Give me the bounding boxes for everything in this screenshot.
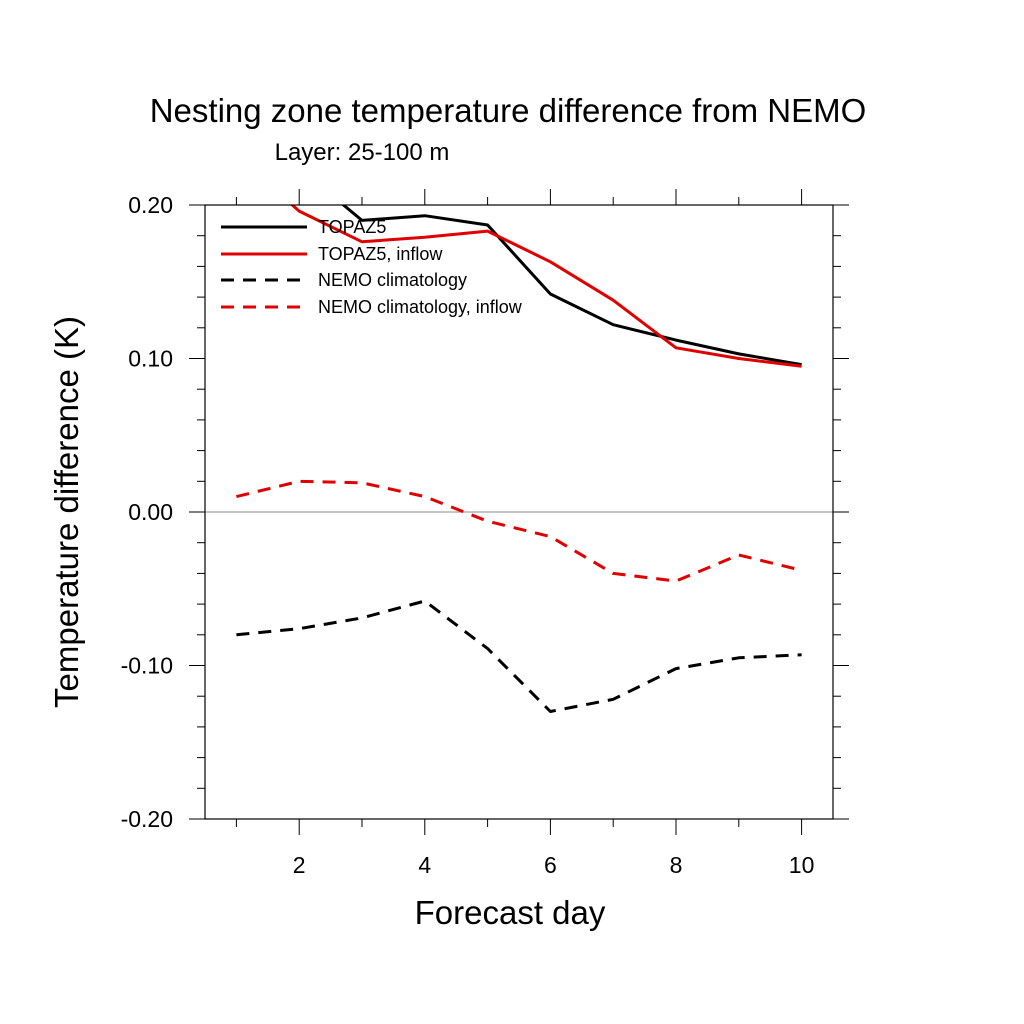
y-tick-label: 0.10 <box>128 346 173 372</box>
y-tick-label: -0.20 <box>121 806 173 832</box>
legend-label: TOPAZ5 <box>318 217 386 237</box>
y-tick-label: 0.20 <box>128 192 173 218</box>
y-tick-label: -0.10 <box>121 653 173 679</box>
series-line-4 <box>236 479 802 583</box>
x-tick-label: 2 <box>293 852 306 878</box>
chart-subtitle: Layer: 25-100 m <box>275 139 450 166</box>
x-tick-label: 6 <box>544 852 557 878</box>
tick-labels: 2 4 6 8 10 0.20 0.10 0.00 -0.10 -0.20 <box>121 192 815 878</box>
chart-title: Nesting zone temperature difference from… <box>150 92 867 129</box>
x-tick-label: 8 <box>670 852 683 878</box>
x-tick-label: 10 <box>789 852 815 878</box>
series-line-3 <box>236 599 802 713</box>
legend-label: NEMO climatology, inflow <box>318 297 523 317</box>
legend-label: NEMO climatology <box>318 270 467 290</box>
y-axis-label: Temperature difference (K) <box>48 316 85 708</box>
legend-label: TOPAZ5, inflow <box>318 244 443 264</box>
x-axis-label: Forecast day <box>415 894 606 931</box>
tick-marks <box>189 189 849 835</box>
y-tick-label: 0.00 <box>128 499 173 525</box>
series-line-1 <box>341 205 802 367</box>
x-tick-label: 4 <box>418 852 431 878</box>
plot-frame <box>204 204 834 820</box>
legend: TOPAZ5 TOPAZ5, inflow NEMO climatology NEMO… <box>221 217 523 317</box>
series-line-2 <box>289 205 802 368</box>
series-lines <box>236 205 802 713</box>
